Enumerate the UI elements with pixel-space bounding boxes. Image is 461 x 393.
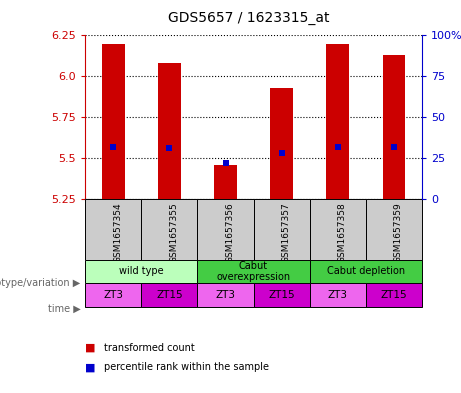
Text: ZT3: ZT3 bbox=[103, 290, 124, 300]
Text: genotype/variation ▶: genotype/variation ▶ bbox=[0, 278, 81, 288]
Bar bbox=[214, 165, 237, 199]
Text: ■: ■ bbox=[85, 362, 96, 373]
Text: transformed count: transformed count bbox=[104, 343, 195, 353]
Bar bbox=[197, 283, 254, 307]
Bar bbox=[366, 283, 422, 307]
Text: Cabut
overexpression: Cabut overexpression bbox=[217, 261, 290, 282]
Bar bbox=[270, 88, 293, 199]
Text: ZT3: ZT3 bbox=[328, 290, 348, 300]
Bar bbox=[85, 283, 142, 307]
Text: percentile rank within the sample: percentile rank within the sample bbox=[104, 362, 269, 373]
Text: time ▶: time ▶ bbox=[48, 303, 81, 314]
Bar bbox=[254, 199, 310, 260]
Bar bbox=[254, 283, 310, 307]
Bar bbox=[366, 199, 422, 260]
Bar bbox=[197, 199, 254, 260]
Bar bbox=[197, 260, 310, 283]
Bar bbox=[310, 260, 422, 283]
Text: GSM1657359: GSM1657359 bbox=[394, 202, 403, 263]
Text: ■: ■ bbox=[85, 343, 96, 353]
Text: GSM1657358: GSM1657358 bbox=[337, 202, 347, 263]
Bar bbox=[85, 260, 197, 283]
Bar bbox=[85, 199, 142, 260]
Bar bbox=[383, 55, 405, 199]
Text: ZT15: ZT15 bbox=[380, 290, 407, 300]
Text: GSM1657356: GSM1657356 bbox=[225, 202, 235, 263]
Text: GSM1657354: GSM1657354 bbox=[113, 202, 122, 263]
Text: ZT3: ZT3 bbox=[215, 290, 236, 300]
Bar bbox=[142, 199, 197, 260]
Text: wild type: wild type bbox=[119, 266, 164, 276]
Bar bbox=[310, 199, 366, 260]
Text: Cabut depletion: Cabut depletion bbox=[327, 266, 405, 276]
Text: GSM1657357: GSM1657357 bbox=[282, 202, 290, 263]
Text: ZT15: ZT15 bbox=[268, 290, 295, 300]
Bar bbox=[142, 283, 197, 307]
Bar bbox=[102, 44, 124, 199]
Bar bbox=[158, 63, 181, 199]
Text: ZT15: ZT15 bbox=[156, 290, 183, 300]
Text: GSM1657355: GSM1657355 bbox=[170, 202, 178, 263]
Bar bbox=[326, 44, 349, 199]
Bar bbox=[310, 283, 366, 307]
Text: GDS5657 / 1623315_at: GDS5657 / 1623315_at bbox=[168, 11, 330, 25]
